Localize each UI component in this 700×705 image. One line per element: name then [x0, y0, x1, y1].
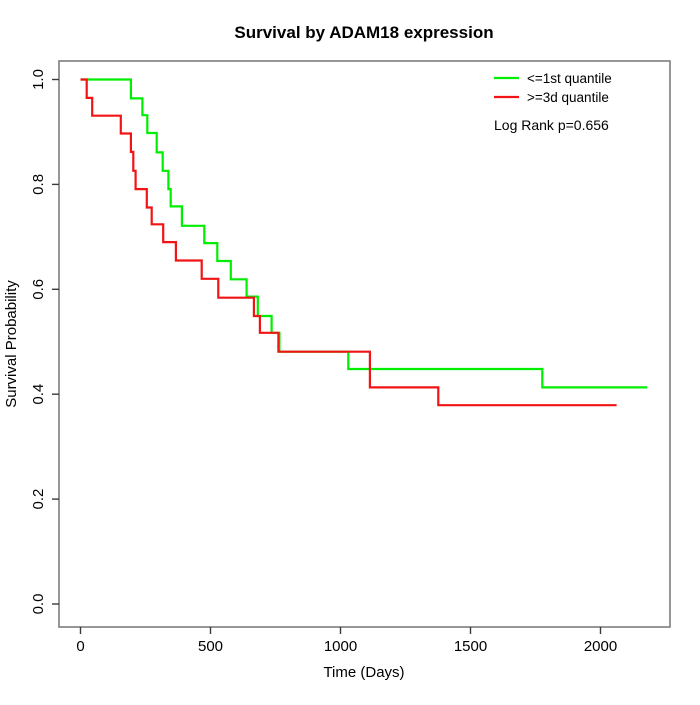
y-axis-ticks: 0.0 0.2 0.4 0.6 0.8 1.0: [30, 69, 59, 614]
y-tick-label: 0.2: [30, 489, 47, 510]
log-rank-annotation: Log Rank p=0.656: [494, 117, 609, 133]
legend-label-third-quantile: >=3d quantile: [527, 90, 609, 105]
legend: <=1st quantile >=3d quantile Log Rank p=…: [494, 71, 612, 133]
km-curves: [80, 78, 648, 407]
x-tick-label: 1000: [324, 638, 357, 655]
y-tick-label: 0.6: [30, 279, 47, 300]
x-tick-label: 1500: [454, 638, 487, 655]
x-tick-label: 0: [76, 638, 84, 655]
plot-frame: [58, 60, 671, 628]
chart-title: Survival by ADAM18 expression: [234, 23, 493, 42]
y-tick-label: 1.0: [30, 69, 47, 90]
x-tick-label: 500: [198, 638, 223, 655]
x-axis-label: Time (Days): [323, 664, 404, 681]
y-tick-label: 0.0: [30, 594, 47, 615]
x-axis-ticks: 0 500 1000 1500 2000: [76, 627, 617, 655]
x-tick-label: 2000: [584, 638, 617, 655]
legend-label-first-quantile: <=1st quantile: [527, 71, 612, 86]
y-axis-label: Survival Probability: [3, 280, 20, 408]
y-tick-label: 0.4: [30, 384, 47, 405]
km-curve-third-quantile: [80, 78, 617, 407]
y-tick-label: 0.8: [30, 174, 47, 195]
